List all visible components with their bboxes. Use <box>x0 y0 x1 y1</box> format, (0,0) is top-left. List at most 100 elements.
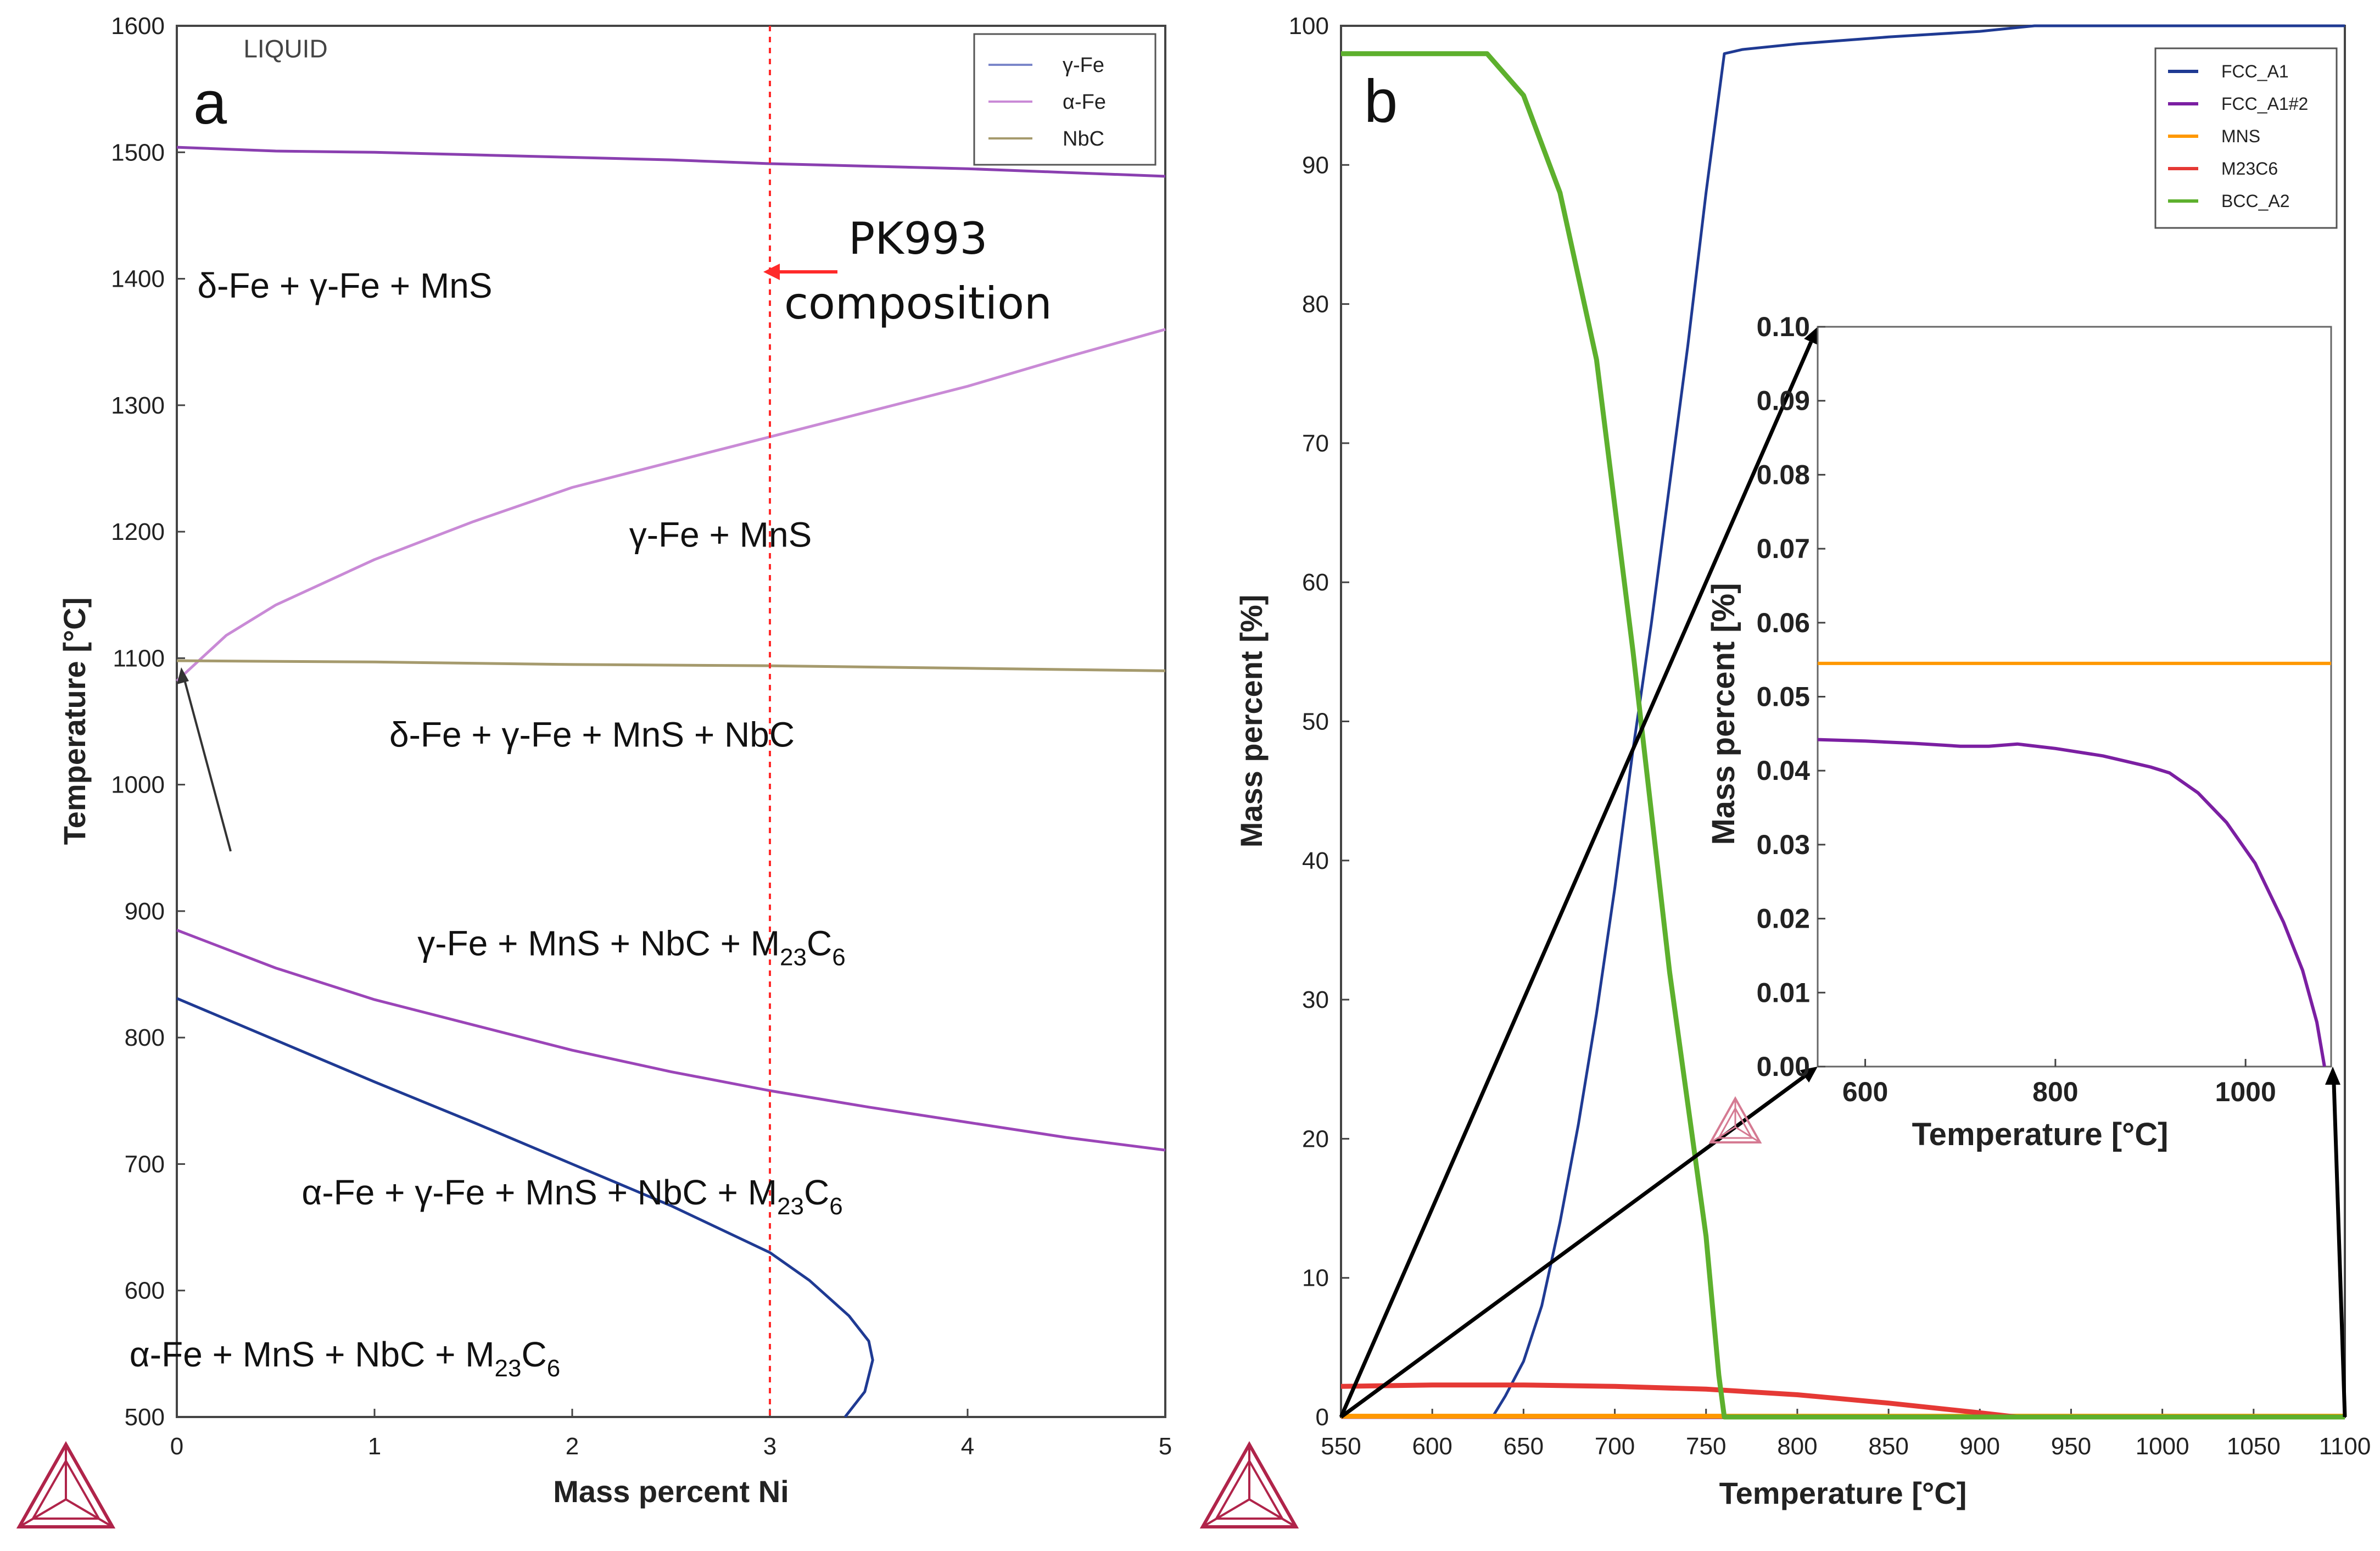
b-ytick-label: 50 <box>1302 708 1329 735</box>
region-label: α-Fe + γ-Fe + MnS + NbC + M23C6 <box>301 1173 842 1220</box>
a-legend-label: α-Fe <box>1063 91 1106 114</box>
b-ytick-label: 60 <box>1302 569 1329 596</box>
b-ytick-label: 30 <box>1302 986 1329 1013</box>
zoom-arrow-head <box>1800 1067 1818 1083</box>
panel-a-letter: a <box>193 69 227 137</box>
a-ytick-label: 1300 <box>111 392 165 419</box>
a-ytick-label: 700 <box>125 1151 165 1178</box>
b-xtick-label: 650 <box>1504 1433 1544 1460</box>
a-ytick-label: 1000 <box>111 772 165 799</box>
a-ytick-label: 800 <box>125 1024 165 1051</box>
inset-ytick-label: 0.02 <box>1757 903 1810 934</box>
b-ytick-label: 10 <box>1302 1265 1329 1292</box>
inset-ytick-label: 0.05 <box>1757 682 1810 712</box>
b-legend-label: BCC_A2 <box>2221 191 2290 211</box>
b-series-BCC_A2 <box>1341 51 2345 1420</box>
a-ytick-label: 1100 <box>113 645 165 672</box>
a-xtick-label: 5 <box>1159 1433 1172 1460</box>
panel-b: 550 600 650 700 750 800 850 900 950 1000 1050 11000… <box>1199 13 2371 1528</box>
zoom-arrow-line <box>2332 1083 2347 1418</box>
inset-ytick-label: 0.01 <box>1757 977 1810 1008</box>
inset-xtick-label: 1000 <box>2215 1076 2276 1107</box>
inset-logo-icon <box>1708 1096 1762 1143</box>
inset-ytick-label: 0.06 <box>1757 607 1810 638</box>
a-series-NbC <box>176 659 1166 672</box>
region-label: γ-Fe + MnS <box>629 515 812 555</box>
a-xtick-label: 4 <box>961 1433 974 1460</box>
annotation-arrow-line <box>183 679 232 852</box>
b-xtick-label: 750 <box>1686 1433 1726 1460</box>
b-legend-label: FCC_A1#2 <box>2221 94 2308 114</box>
inset-ylabel: Mass percent [%] <box>1706 583 1741 845</box>
a-xtick-label: 2 <box>566 1433 579 1460</box>
panel-a-ylabel: Temperature [°C] <box>57 598 92 845</box>
b-xtick-label: 1100 <box>2319 1433 2371 1460</box>
b-legend-label: FCC_A1 <box>2221 62 2289 81</box>
region-label: LIQUID <box>243 35 327 63</box>
a-xtick-label: 3 <box>763 1433 776 1460</box>
a-ytick-label: 1200 <box>111 518 165 545</box>
a-series-M23C6-line <box>176 929 1166 1152</box>
panel-a-plot-frame <box>176 25 1166 1418</box>
pk993-label-line2: composition <box>784 278 1052 329</box>
a-ytick-label: 500 <box>125 1404 165 1431</box>
a-ytick-label: 900 <box>125 898 165 925</box>
zoom-arrow-line <box>1339 1074 1806 1419</box>
panel-a-xlabel: Mass percent Ni <box>553 1474 789 1509</box>
b-ytick-label: 40 <box>1302 847 1329 874</box>
inset-ytick-label: 0.03 <box>1757 829 1810 860</box>
b-xtick-label: 1050 <box>2227 1433 2281 1460</box>
b-ytick-label: 70 <box>1302 430 1329 457</box>
panel-b-legend: FCC_A1 FCC_A1#2 MNS M23C6 BCC_A2 <box>2154 47 2338 229</box>
region-label: δ-Fe + γ-Fe + MnS + NbC <box>389 715 795 755</box>
inset-ytick-label: 0.07 <box>1757 533 1810 564</box>
a-ytick-label: 1400 <box>111 266 165 293</box>
a-legend-label: γ-Fe <box>1063 54 1104 77</box>
inset-xtick-label: 600 <box>1842 1076 1888 1107</box>
a-ytick-label: 600 <box>125 1277 165 1304</box>
a-xtick-label: 1 <box>368 1433 381 1460</box>
inset-ytick-label: 0.08 <box>1757 459 1810 490</box>
b-ytick-label: 0 <box>1316 1404 1329 1431</box>
zoom-arrow-head <box>1804 327 1818 345</box>
panel-a-legend: γ-Fe α-Fe NbC <box>973 33 1157 166</box>
b-legend-label: M23C6 <box>2221 159 2278 178</box>
b-xtick-label: 700 <box>1595 1433 1635 1460</box>
inset-series-FCC_A1#2 <box>1817 738 2326 1067</box>
b-xtick-label: 950 <box>2051 1433 2091 1460</box>
b-xtick-label: 900 <box>1960 1433 2000 1460</box>
zoom-arrow-head <box>2325 1067 2340 1085</box>
b-xtick-label: 1000 <box>2136 1433 2189 1460</box>
inset-ytick-label: 0.09 <box>1757 386 1810 416</box>
panel-a: 0 1 2 3 4 5 500 600 700 800 900 1000 1100 1200 1300 140… <box>16 13 1172 1528</box>
a-series-alpha-Fe-line <box>176 997 874 1418</box>
a-ytick-label: 1600 <box>111 13 165 40</box>
inset-plot-frame <box>1817 326 2332 1068</box>
b-series-FCC_A1 <box>1341 24 2345 1419</box>
zoom-arrow-line <box>1339 341 1813 1418</box>
b-ytick-label: 80 <box>1302 291 1329 318</box>
b-ytick-label: 20 <box>1302 1125 1329 1152</box>
annotation-arrow-head <box>177 667 189 684</box>
panel-b-ylabel: Mass percent [%] <box>1234 595 1269 848</box>
zoom-arrows <box>1339 327 2347 1419</box>
a-ytick-label: 1500 <box>111 139 165 166</box>
region-label: α-Fe + MnS + NbC + M23C6 <box>130 1335 560 1382</box>
b-xtick-label: 800 <box>1777 1433 1817 1460</box>
b-ytick-label: 100 <box>1289 13 1329 40</box>
a-legend-label: NbC <box>1063 127 1104 150</box>
a-series-delta-gamma-boundary <box>176 328 1166 682</box>
thermocalc-logo-icon <box>16 1441 116 1528</box>
inset-xlabel: Temperature [°C] <box>1912 1117 2169 1152</box>
inset-ytick-label: 0.00 <box>1757 1051 1810 1082</box>
b-xtick-label: 600 <box>1412 1433 1452 1460</box>
inset-chart: 600 800 1000 0.00 0.01 0.02 0.03 0.04 0.05 0.06 0.… <box>1706 311 2332 1152</box>
b-xtick-label: 550 <box>1321 1433 1361 1460</box>
inset-ytick-label: 0.04 <box>1757 755 1811 786</box>
a-xtick-label: 0 <box>170 1433 183 1460</box>
thermocalc-logo-icon-b <box>1199 1441 1299 1528</box>
a-series-solidus-top <box>176 146 1166 178</box>
pk993-label-line1: PK993 <box>848 213 987 264</box>
inset-xtick-label: 800 <box>2032 1076 2078 1107</box>
